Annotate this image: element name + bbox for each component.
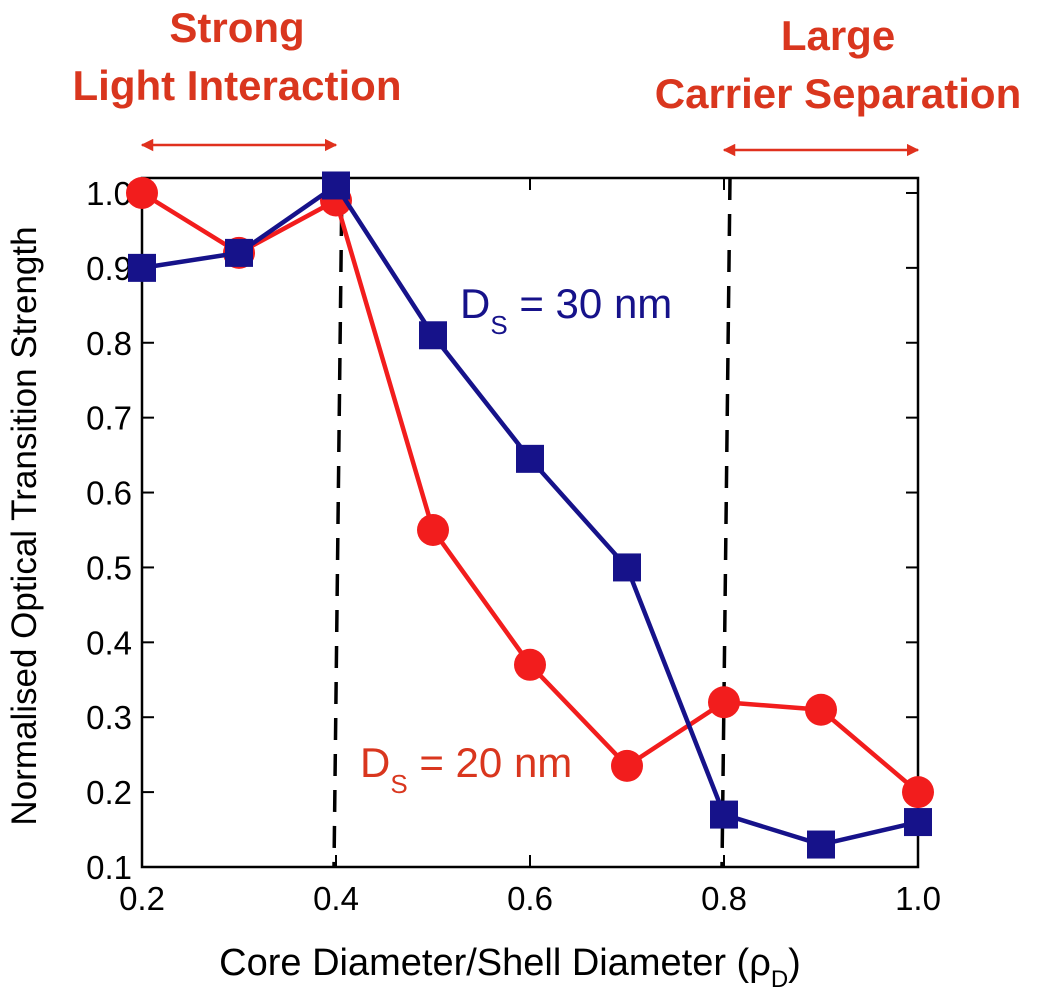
dashed-reference-line	[720, 177, 732, 868]
series-ds20-point	[514, 648, 546, 681]
series-ds30-point	[322, 171, 350, 200]
y-tick-label: 0.7	[86, 400, 132, 437]
x-tick-label: 0.4	[313, 880, 359, 917]
x-axis-label: Core Diameter/Shell Diameter (ρD)	[219, 942, 801, 993]
y-tick-label: 1.0	[86, 175, 132, 212]
series-ds30-point	[128, 253, 156, 282]
y-axis-label: Normalised Optical Transition Strength	[5, 226, 44, 825]
x-tick-label: 0.6	[507, 880, 553, 917]
y-tick-label: 0.3	[86, 699, 132, 736]
series-ds30-point	[225, 238, 253, 267]
annotation-carrier-separation: Carrier Separation	[655, 70, 1021, 117]
y-tick-label: 0.2	[86, 774, 132, 811]
series-ds30-point	[516, 444, 544, 473]
x-tick-label: 0.8	[701, 880, 747, 917]
data-series	[126, 171, 934, 859]
series-ds30-point	[807, 830, 835, 859]
series-ds30-point	[710, 800, 738, 829]
x-tick-label: 0.2	[119, 880, 165, 917]
dashed-reference-line	[332, 177, 344, 868]
annotation-large: Large	[781, 12, 895, 59]
annotation-strong: Strong	[169, 4, 304, 51]
series-ds20-point	[902, 776, 934, 809]
y-tick-label: 0.4	[86, 624, 132, 661]
series-label-ds20: DS = 20 nm	[360, 739, 572, 799]
x-tick-label: 1.0	[895, 880, 941, 917]
series-label-ds30: DS = 30 nm	[460, 280, 672, 340]
series-ds20-point	[708, 686, 740, 719]
y-tick-label: 0.1	[86, 849, 132, 886]
series-ds30-point	[419, 321, 447, 350]
axis-ticks: 0.2 0.4 0.6 0.8 1.00.10.20.30.40.50.60.70.80…	[86, 175, 941, 917]
series-ds20-point	[126, 176, 158, 209]
annotation-light-interaction: Light Interaction	[73, 62, 402, 109]
series-ds20-point	[417, 513, 449, 546]
reference-lines	[332, 177, 732, 868]
series-ds20-point	[611, 749, 643, 782]
y-tick-label: 0.5	[86, 549, 132, 586]
series-ds30-point	[904, 808, 932, 837]
series-ds20-point	[805, 693, 837, 726]
y-tick-label: 0.8	[86, 325, 132, 362]
series-ds30-point	[613, 553, 641, 582]
y-tick-label: 0.6	[86, 475, 132, 512]
y-tick-label: 0.9	[86, 250, 132, 287]
